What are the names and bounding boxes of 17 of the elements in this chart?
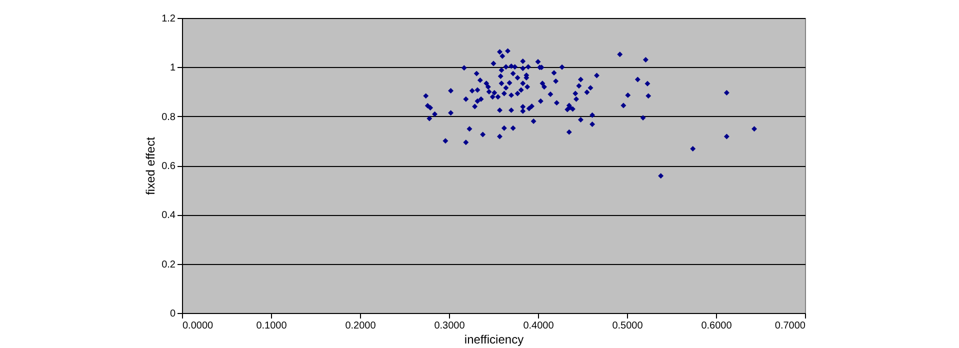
y-tick-label: 0.2 xyxy=(162,259,176,270)
x-axis-title: inefficiency xyxy=(464,332,524,346)
y-tick-label: 0.8 xyxy=(162,112,176,123)
y-tick-label: 0.6 xyxy=(162,161,176,172)
x-tick-label: 0.7000 xyxy=(774,320,806,332)
x-tick-label: 0.5000 xyxy=(612,320,644,332)
y-axis-title: fixed effect xyxy=(144,136,158,195)
y-tick-label: 0.4 xyxy=(162,210,176,222)
x-tick-label: 0.1000 xyxy=(256,320,288,332)
y-tick-label: 1 xyxy=(170,62,176,74)
x-tick-label: 0.6000 xyxy=(701,320,732,332)
x-tick-label: 0.3000 xyxy=(434,320,466,332)
x-tick-label: 0.4000 xyxy=(523,320,554,332)
y-tick-label: 1.2 xyxy=(162,14,176,24)
x-tick-label: 0.0000 xyxy=(182,320,214,332)
y-tick-label: 0 xyxy=(170,308,176,320)
x-tick-label: 0.2000 xyxy=(345,320,376,332)
